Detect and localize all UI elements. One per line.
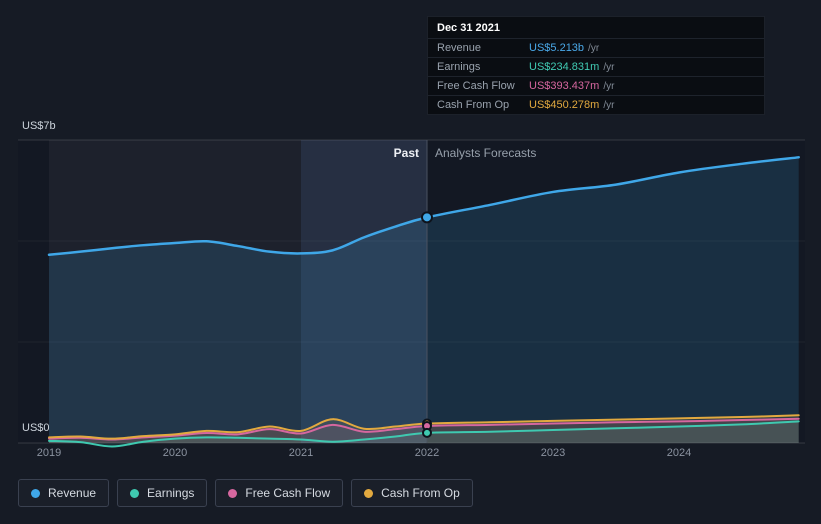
forecasts-label: Analysts Forecasts: [435, 146, 537, 160]
legend-item-revenue[interactable]: Revenue: [18, 479, 110, 507]
axis-tick-2022: 2022: [414, 447, 440, 459]
legend-label: Revenue: [48, 486, 97, 500]
tooltip-label: Revenue: [437, 42, 482, 54]
tooltip-label: Cash From Op: [437, 99, 510, 111]
legend-label: Free Cash Flow: [245, 486, 331, 500]
cash-from-op-legend-dot: [364, 488, 374, 498]
chart-legend: Revenue Earnings Free Cash Flow Cash Fro…: [18, 479, 473, 507]
axis-label-y-max: US$7b: [22, 120, 56, 132]
tooltip-value: US$393.437m: [529, 80, 600, 92]
axis-tick-2020: 2020: [162, 447, 188, 459]
tooltip-value: US$5.213b: [529, 42, 585, 54]
tooltip-row-revenue: Revenue US$5.213b /yr: [428, 38, 764, 57]
chart-tooltip: Dec 31 2021 Revenue US$5.213b /yr Earnin…: [427, 16, 765, 115]
tooltip-label: Earnings: [437, 61, 481, 73]
revenue-legend-dot: [31, 488, 40, 498]
tooltip-value: US$234.831m: [529, 61, 600, 73]
axis-tick-2024: 2024: [666, 447, 692, 459]
tooltip-value: US$450.278m: [529, 99, 600, 111]
tooltip-unit: /yr: [603, 81, 615, 92]
legend-label: Earnings: [147, 486, 195, 500]
tooltip-date: Dec 31 2021: [437, 22, 500, 34]
axis-tick-2019: 2019: [36, 447, 62, 459]
axis-tick-2023: 2023: [540, 447, 566, 459]
tooltip-row-earnings: Earnings US$234.831m /yr: [428, 57, 764, 76]
legend-item-cash-from-op[interactable]: Cash From Op: [351, 479, 473, 507]
free-cash-flow-legend-dot: [228, 488, 238, 498]
axis-label-y-zero: US$0: [22, 422, 50, 434]
past-label: Past: [393, 146, 419, 160]
axis-tick-2021: 2021: [288, 447, 314, 459]
earnings-legend-dot: [130, 488, 140, 498]
tooltip-row-cash-from-op: Cash From Op US$450.278m /yr: [428, 95, 764, 114]
tooltip-unit: /yr: [603, 62, 615, 73]
chart-canvas[interactable]: [0, 0, 821, 470]
legend-item-free-cash-flow[interactable]: Free Cash Flow: [215, 479, 344, 507]
legend-item-earnings[interactable]: Earnings: [117, 479, 208, 507]
legend-label: Cash From Op: [381, 486, 460, 500]
tooltip-label: Free Cash Flow: [437, 80, 515, 92]
tooltip-row-free-cash-flow: Free Cash Flow US$393.437m /yr: [428, 76, 764, 95]
tooltip-unit: /yr: [603, 100, 615, 111]
tooltip-unit: /yr: [588, 43, 600, 54]
